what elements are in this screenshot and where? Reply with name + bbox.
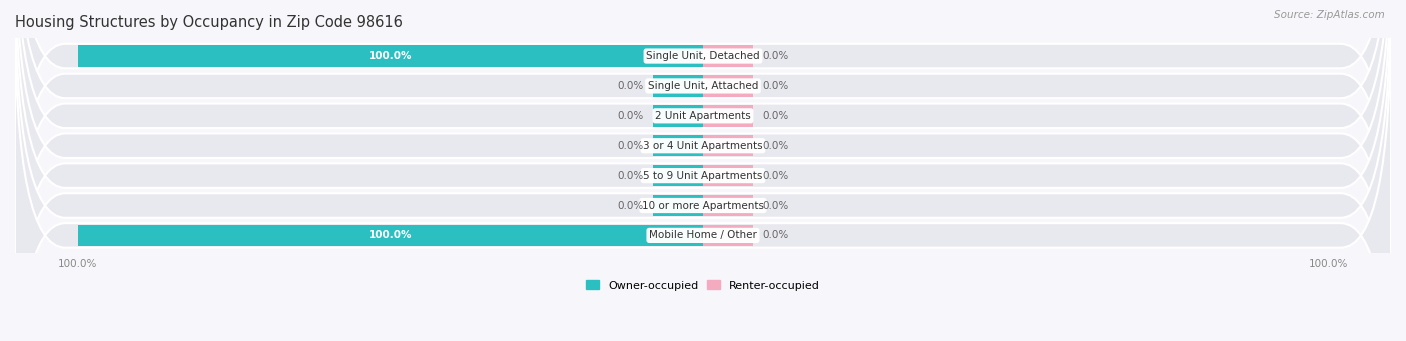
Bar — [703, 135, 754, 157]
Bar — [703, 45, 754, 67]
Text: 0.0%: 0.0% — [762, 141, 789, 151]
FancyBboxPatch shape — [15, 0, 1391, 341]
FancyBboxPatch shape — [15, 0, 1391, 341]
Text: 0.0%: 0.0% — [762, 231, 789, 240]
Bar — [703, 225, 754, 246]
Bar — [77, 225, 703, 246]
Text: 0.0%: 0.0% — [762, 81, 789, 91]
Bar — [703, 105, 754, 127]
Text: 3 or 4 Unit Apartments: 3 or 4 Unit Apartments — [643, 141, 763, 151]
Bar — [652, 165, 703, 187]
Bar — [703, 75, 754, 97]
Text: 0.0%: 0.0% — [617, 201, 644, 210]
Text: 5 to 9 Unit Apartments: 5 to 9 Unit Apartments — [644, 170, 762, 181]
Text: Source: ZipAtlas.com: Source: ZipAtlas.com — [1274, 10, 1385, 20]
Text: 10 or more Apartments: 10 or more Apartments — [643, 201, 763, 210]
FancyBboxPatch shape — [15, 0, 1391, 341]
Text: 0.0%: 0.0% — [617, 141, 644, 151]
Bar — [703, 165, 754, 187]
Bar — [77, 45, 703, 67]
Text: 0.0%: 0.0% — [617, 81, 644, 91]
Text: Single Unit, Attached: Single Unit, Attached — [648, 81, 758, 91]
Text: 0.0%: 0.0% — [762, 51, 789, 61]
Bar — [703, 195, 754, 216]
Text: 0.0%: 0.0% — [617, 170, 644, 181]
Text: 2 Unit Apartments: 2 Unit Apartments — [655, 111, 751, 121]
Bar — [652, 75, 703, 97]
Bar — [652, 105, 703, 127]
Text: 0.0%: 0.0% — [762, 170, 789, 181]
Legend: Owner-occupied, Renter-occupied: Owner-occupied, Renter-occupied — [581, 276, 825, 295]
FancyBboxPatch shape — [15, 0, 1391, 283]
Text: 100.0%: 100.0% — [368, 231, 412, 240]
Text: 100.0%: 100.0% — [368, 51, 412, 61]
Text: 0.0%: 0.0% — [617, 111, 644, 121]
Bar — [652, 135, 703, 157]
FancyBboxPatch shape — [15, 0, 1391, 341]
FancyBboxPatch shape — [15, 9, 1391, 341]
Text: Housing Structures by Occupancy in Zip Code 98616: Housing Structures by Occupancy in Zip C… — [15, 15, 404, 30]
FancyBboxPatch shape — [15, 0, 1391, 313]
Text: Single Unit, Detached: Single Unit, Detached — [647, 51, 759, 61]
Text: 0.0%: 0.0% — [762, 111, 789, 121]
Text: Mobile Home / Other: Mobile Home / Other — [650, 231, 756, 240]
Bar — [652, 195, 703, 216]
Text: 0.0%: 0.0% — [762, 201, 789, 210]
